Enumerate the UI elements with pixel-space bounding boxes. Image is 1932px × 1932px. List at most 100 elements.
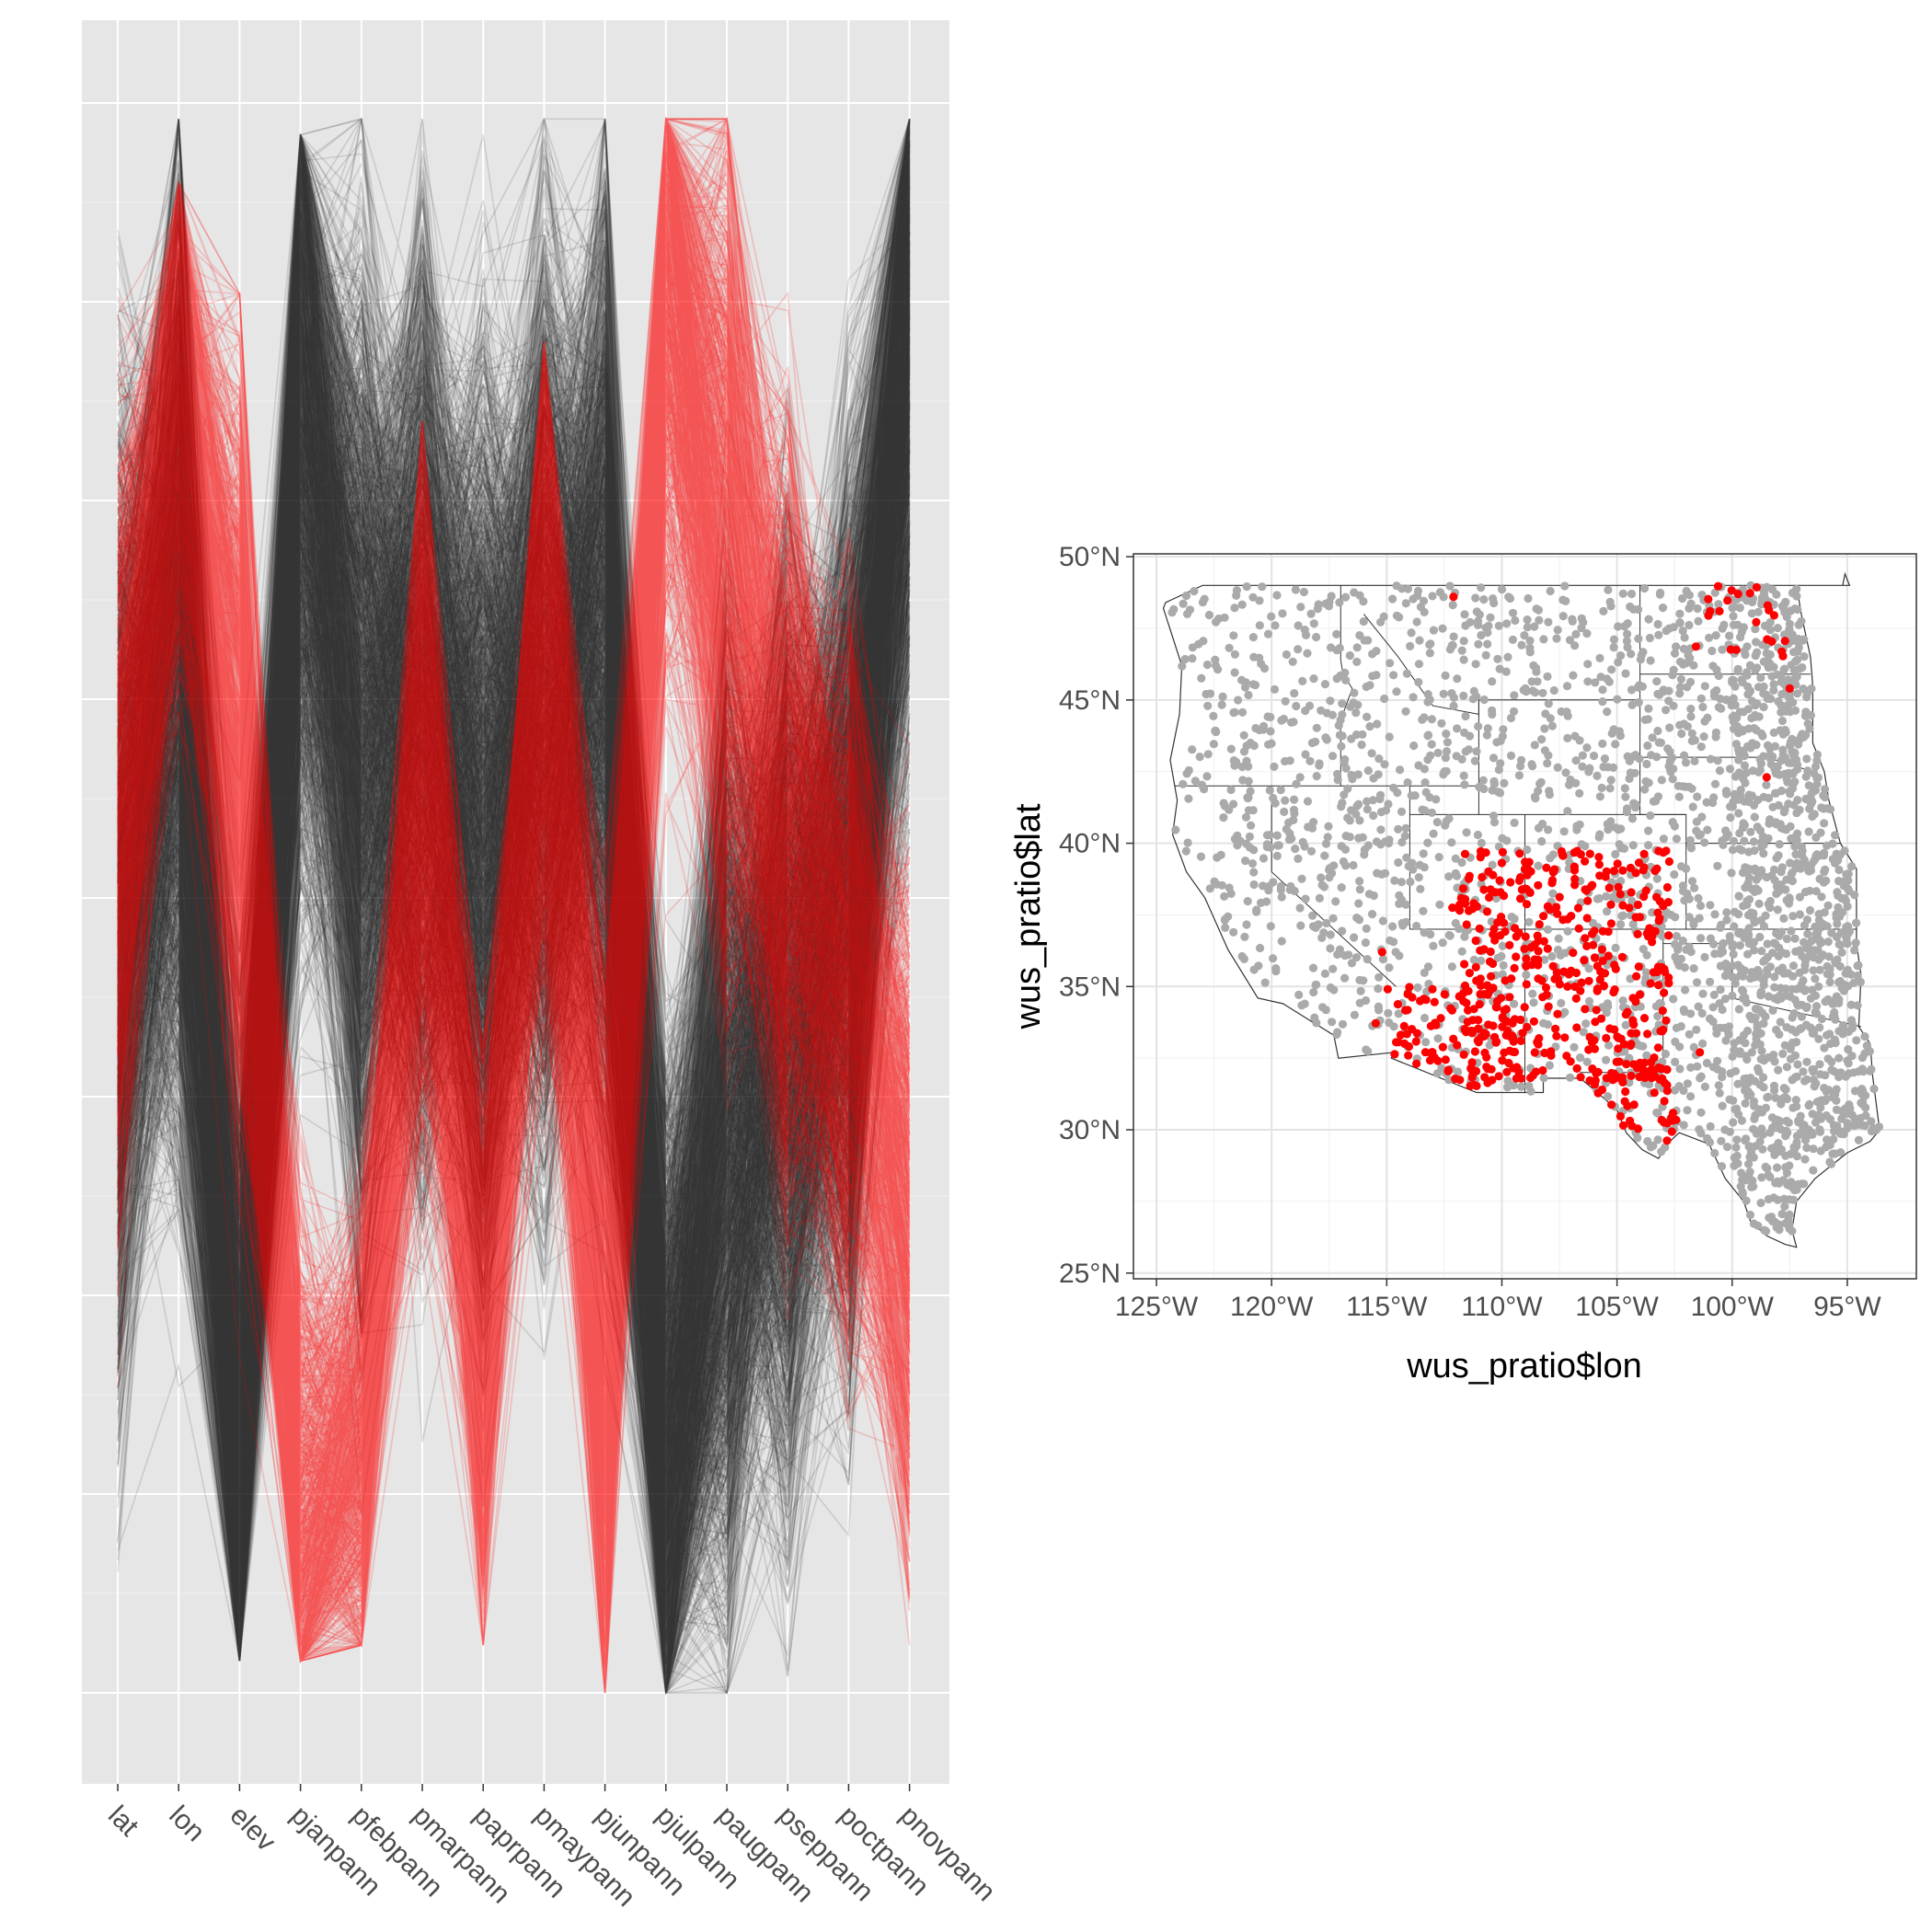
- map-point-other: [1728, 845, 1738, 855]
- map-point-other: [1544, 617, 1553, 627]
- map-point-other: [1345, 833, 1354, 842]
- map-point-other: [1756, 987, 1766, 996]
- map-point-other: [1750, 917, 1759, 927]
- map-point-highlighted: [1762, 773, 1771, 782]
- map-point-highlighted: [1633, 900, 1642, 910]
- map-point-other: [1243, 897, 1252, 906]
- map-point-other: [1709, 793, 1719, 802]
- map-point-other: [1621, 792, 1630, 801]
- map-point-other: [1221, 923, 1230, 933]
- map-point-other: [1478, 776, 1488, 785]
- parcoord-line-other: [117, 119, 911, 1695]
- map-point-highlighted: [1609, 1069, 1618, 1078]
- map-point-other: [1777, 716, 1788, 726]
- map-point-other: [1439, 770, 1448, 779]
- map-point-other: [1213, 853, 1222, 862]
- map-point-other: [1372, 837, 1381, 846]
- map-point-highlighted: [1497, 858, 1506, 868]
- map-region-outline: [1162, 571, 1880, 1248]
- map-point-other: [1489, 811, 1499, 821]
- map-point-other: [1791, 947, 1800, 956]
- map-point-highlighted: [1470, 1047, 1479, 1056]
- map-point-other: [1294, 854, 1303, 864]
- map-point-highlighted: [1497, 913, 1506, 922]
- map-point-other: [1625, 774, 1634, 784]
- map-point-other: [1811, 854, 1821, 863]
- map-point-other: [1202, 660, 1212, 670]
- map-point-other: [1785, 1042, 1794, 1052]
- map-point-other: [1309, 619, 1318, 628]
- map-point-other: [1241, 812, 1251, 822]
- map-point-other: [1341, 592, 1351, 602]
- map-point-highlighted: [1428, 1048, 1437, 1057]
- map-point-other: [1462, 828, 1471, 837]
- map-x-tick-label: 115°W: [1346, 1292, 1428, 1322]
- map-point-other: [1627, 650, 1636, 659]
- map-point-other: [1727, 868, 1736, 878]
- map-point-other: [1692, 978, 1702, 987]
- map-point-other: [1604, 1041, 1614, 1050]
- map-point-other: [1289, 815, 1298, 825]
- map-point-highlighted: [1479, 990, 1489, 999]
- map-point-highlighted: [1639, 866, 1648, 875]
- map-point-other: [1729, 694, 1738, 703]
- map-point-other: [1809, 1064, 1819, 1074]
- map-point-other: [1634, 604, 1643, 615]
- map-point-other: [1622, 804, 1632, 813]
- map-point-other: [1474, 616, 1483, 626]
- map-point-other: [1775, 1116, 1784, 1125]
- map-point-other: [1779, 808, 1788, 817]
- map-point-highlighted: [1455, 1075, 1465, 1085]
- map-point-other: [1765, 962, 1776, 972]
- map-point-other: [1459, 637, 1468, 646]
- map-point-other: [1401, 707, 1410, 716]
- map-point-other: [1834, 1027, 1844, 1036]
- map-point-other: [1501, 667, 1511, 676]
- map-point-highlighted: [1652, 864, 1662, 873]
- map-point-highlighted: [1484, 867, 1493, 877]
- map-point-other: [1644, 615, 1653, 624]
- map-point-other: [1288, 657, 1297, 666]
- map-point-other: [1410, 791, 1420, 800]
- map-point-highlighted: [1498, 1056, 1507, 1065]
- map-point-other: [1419, 906, 1428, 915]
- map-point-highlighted: [1583, 896, 1593, 905]
- map-point-other: [1477, 583, 1486, 592]
- map-point-other: [1801, 772, 1811, 781]
- map-point-highlighted: [1466, 1064, 1476, 1073]
- map-point-other: [1338, 710, 1347, 719]
- map-point-other: [1169, 604, 1179, 615]
- map-point-other: [1373, 719, 1382, 729]
- map-point-other: [1737, 1116, 1746, 1125]
- map-point-highlighted: [1704, 594, 1713, 604]
- parcoord-line-highlighted: [117, 116, 911, 1694]
- map-point-highlighted: [1620, 1097, 1629, 1106]
- map-point-other: [1547, 951, 1557, 961]
- map-point-other: [1759, 1018, 1768, 1029]
- map-point-other: [1553, 763, 1562, 772]
- map-point-other: [1248, 859, 1258, 868]
- map-point-highlighted: [1563, 982, 1572, 991]
- map-point-other: [1738, 678, 1747, 687]
- map-point-highlighted: [1576, 1073, 1585, 1082]
- map-point-other: [1406, 877, 1415, 887]
- map-point-highlighted: [1464, 906, 1474, 915]
- map-point-other: [1549, 685, 1558, 696]
- parcoord-line-other: [117, 116, 911, 1696]
- map-point-highlighted: [1522, 954, 1531, 963]
- map-point-other: [1801, 1020, 1811, 1029]
- map-point-other: [1226, 785, 1236, 795]
- map-point-other: [1787, 834, 1796, 844]
- map-point-other: [1339, 857, 1348, 867]
- map-point-other: [1321, 733, 1330, 742]
- map-point-other: [1834, 865, 1844, 875]
- map-point-other: [1326, 930, 1335, 939]
- map-point-other: [1740, 761, 1749, 770]
- map-point-other: [1312, 632, 1321, 642]
- map-point-other: [1524, 917, 1534, 926]
- map-point-other: [1672, 1023, 1681, 1032]
- map-point-other: [1310, 1013, 1319, 1022]
- map-point-other: [1547, 721, 1557, 730]
- map-point-other: [1785, 1195, 1794, 1204]
- map-point-highlighted: [1640, 1073, 1650, 1083]
